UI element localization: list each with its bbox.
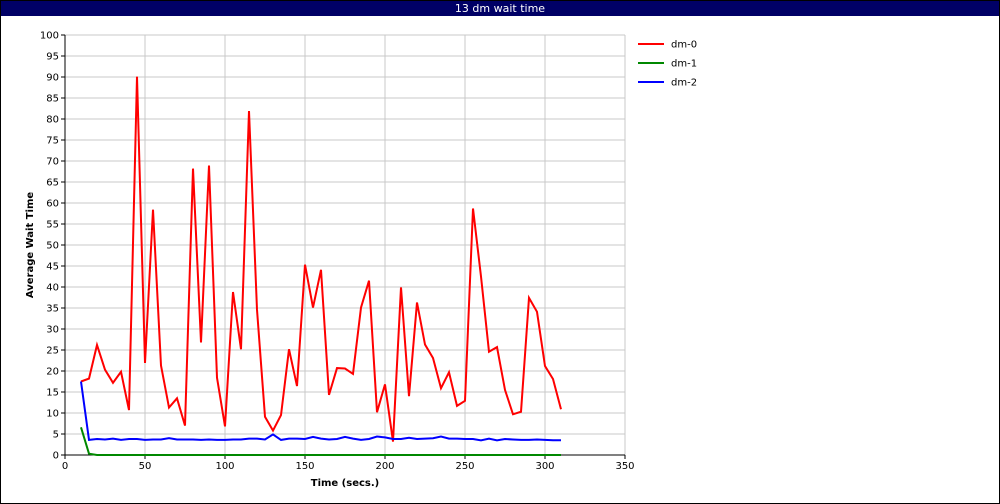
series-line-dm-2 [80,381,561,442]
y-tick-label: 55 [46,220,59,231]
x-axis-label: Time (secs.) [311,478,380,489]
y-tick-label: 70 [46,157,59,168]
series-line-dm-1 [80,427,561,456]
y-tick-label: 5 [53,430,59,441]
y-axis-label: Average Wait Time [25,192,36,299]
gridlines [65,34,626,455]
y-tick-label: 40 [46,283,59,294]
legend: dm-0 dm-1 dm-2 [638,40,697,89]
x-tick-label: 150 [295,461,314,472]
x-tick-label: 250 [455,461,474,472]
x-tick-label: 0 [62,461,68,472]
chart-title: 13 dm wait time [1,1,999,16]
x-tick-label: 100 [215,461,234,472]
y-tick-label: 100 [40,31,59,42]
y-tick-label: 35 [46,304,59,315]
y-tick-label: 85 [46,94,59,105]
y-tick-label: 0 [53,451,59,462]
y-tick-label: 80 [46,115,59,126]
series-line-dm-0 [80,76,562,442]
x-tick-label: 300 [535,461,554,472]
y-tick-label: 75 [46,136,59,147]
y-tick-label: 45 [46,262,59,273]
legend-label-dm-0: dm-0 [671,40,697,51]
y-tick-label: 65 [46,178,59,189]
y-tick-label: 25 [46,346,59,357]
y-tick-label: 50 [46,241,59,252]
series-lines [80,76,562,456]
legend-label-dm-1: dm-1 [671,59,697,70]
legend-label-dm-2: dm-2 [671,78,697,89]
y-tick-label: 10 [46,409,59,420]
x-tick-label: 200 [375,461,394,472]
tick-labels: 0 5 10 15 20 25 30 35 40 45 50 55 60 65 70 75 80 85 90 95 10… [40,31,635,473]
y-tick-label: 95 [46,52,59,63]
y-tick-label: 15 [46,388,59,399]
x-tick-label: 50 [139,461,152,472]
y-tick-label: 30 [46,325,59,336]
y-tick-label: 20 [46,367,59,378]
y-tick-label: 90 [46,73,59,84]
y-tick-label: 60 [46,199,59,210]
x-tick-label: 350 [615,461,634,472]
